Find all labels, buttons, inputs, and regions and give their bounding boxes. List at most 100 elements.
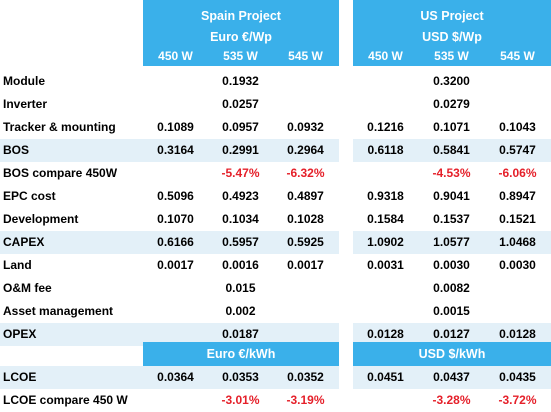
us-cell: 0.0128 [499,327,536,341]
column-header-535w: 535 W [223,49,258,63]
spain-cell: 0.1028 [287,212,324,226]
row-label: Module [3,74,45,88]
spain-cell: 0.0364 [157,370,194,384]
table-row: CAPEX 0.6166 0.5957 0.5925 1.0902 1.0577 1.046… [0,231,551,254]
spain-cell: 0.2991 [222,143,259,157]
spain-cell: 0.4923 [222,189,259,203]
table-row: O&M fee 0.015 0.0082 [0,277,551,300]
spain-lcoe-unit-header: Euro €/kWh [143,342,339,366]
row-label: Asset management [3,304,114,318]
spain-cell: 0.0257 [222,97,259,111]
row-label: LCOE compare 450 W [3,393,128,407]
row-label: Inverter [3,97,48,111]
spain-project-title: Spain Project [201,9,281,23]
table-row: Asset management 0.002 0.0015 [0,300,551,323]
us-project-header: US Project USD $/Wp [353,0,551,48]
us-cell: 0.5841 [433,143,470,157]
spain-cell: 0.0353 [222,370,259,384]
spain-cell: 0.1932 [222,74,259,88]
us-cell: 0.1584 [367,212,404,226]
us-cell: 0.5747 [499,143,536,157]
spain-cell: 0.0957 [222,120,259,134]
us-cell: 0.8947 [499,189,536,203]
row-label: LCOE [3,370,37,384]
spain-cell: 0.0017 [287,258,324,272]
row-label: Land [3,258,32,272]
spain-cell: 0.6166 [157,235,194,249]
us-cell: 0.0030 [433,258,470,272]
spain-cell: 0.1034 [222,212,259,226]
spain-cell: 0.002 [225,304,256,318]
spain-lcoe-unit: Euro €/kWh [206,347,276,361]
us-cell: 0.1521 [499,212,536,226]
us-cell: 0.1071 [433,120,470,134]
table-row: LCOE 0.0364 0.0353 0.0352 0.0451 0.0437 0.0435 [0,366,551,389]
us-cell: 1.0577 [433,235,470,249]
us-cell: 0.0451 [367,370,404,384]
table-row: BOS compare 450W -5.47% -6.32% -4.53% -6.06% [0,162,551,185]
table-row: LCOE compare 450 W -3.01% -3.19% -3.28% -3.7… [0,389,551,412]
us-cell: -4.53% [432,166,471,180]
us-cell: 0.0015 [433,304,470,318]
us-lcoe-unit-header: USD $/kWh [353,342,551,366]
table-row: Land 0.0017 0.0016 0.0017 0.0031 0.0030 0.0030 [0,254,551,277]
us-cell: 0.1043 [499,120,536,134]
spain-cell: 0.0352 [287,370,324,384]
us-lcoe-unit: USD $/kWh [418,347,486,361]
us-cell: -3.72% [498,393,537,407]
us-cell: 0.9318 [367,189,404,203]
row-label: EPC cost [3,189,56,203]
us-column-headers: 450 W 535 W 545 W [353,48,551,66]
table-row: Module 0.1932 0.3200 [0,70,551,93]
us-cell: 0.3200 [433,74,470,88]
us-cell: -6.06% [498,166,537,180]
row-label: BOS [3,143,30,157]
column-header-450w: 450 W [368,49,403,63]
spain-cell: 0.4897 [287,189,324,203]
table-row: Tracker & mounting 0.1089 0.0957 0.0932 0.12… [0,116,551,139]
spain-cell: 0.3164 [157,143,194,157]
spain-cell: 0.0017 [157,258,194,272]
column-header-545w: 545 W [288,49,323,63]
column-header-545w: 545 W [500,49,535,63]
table-row: Development 0.1070 0.1034 0.1028 0.1584 0.153… [0,208,551,231]
table-row: Inverter 0.0257 0.0279 [0,93,551,116]
section-divider [339,0,353,411]
table-row: EPC cost 0.5096 0.4923 0.4897 0.9318 0.9041 0.… [0,185,551,208]
us-cell: 1.0468 [499,235,536,249]
spain-cell: -5.47% [221,166,260,180]
spain-cell: 0.2964 [287,143,324,157]
row-label: O&M fee [3,281,52,295]
us-cell: 0.0127 [433,327,470,341]
spain-column-headers: 450 W 535 W 545 W [143,48,339,66]
spain-cell: -6.32% [286,166,325,180]
row-label: Development [3,212,79,226]
row-label: OPEX [3,327,37,341]
spain-project-unit: Euro €/Wp [210,30,272,44]
spain-cell: 0.0932 [287,120,324,134]
spain-cell: 0.5096 [157,189,194,203]
us-cell: 0.1537 [433,212,470,226]
row-label: Tracker & mounting [3,120,116,134]
us-project-unit: USD $/Wp [422,30,482,44]
spain-cell: -3.19% [286,393,325,407]
spain-cell: 0.0016 [222,258,259,272]
us-cell: 1.0902 [367,235,404,249]
us-cell: 0.1216 [367,120,404,134]
us-cell: 0.0435 [499,370,536,384]
spain-cell: -3.01% [221,393,260,407]
us-cell: -3.28% [432,393,471,407]
table-row: BOS 0.3164 0.2991 0.2964 0.6118 0.5841 0.5747 [0,139,551,162]
spain-cell: 0.5925 [287,235,324,249]
spain-cell: 0.1089 [157,120,194,134]
table-row: OPEX 0.0187 0.0128 0.0127 0.0128 [0,323,551,346]
column-header-450w: 450 W [158,49,193,63]
spain-cell: 0.0187 [222,327,259,341]
us-cell: 0.0030 [499,258,536,272]
spain-cell: 0.5957 [222,235,259,249]
spain-cell: 0.1070 [157,212,194,226]
us-cell: 0.0279 [433,97,470,111]
us-cell: 0.0437 [433,370,470,384]
spain-project-header: Spain Project Euro €/Wp [143,0,339,48]
